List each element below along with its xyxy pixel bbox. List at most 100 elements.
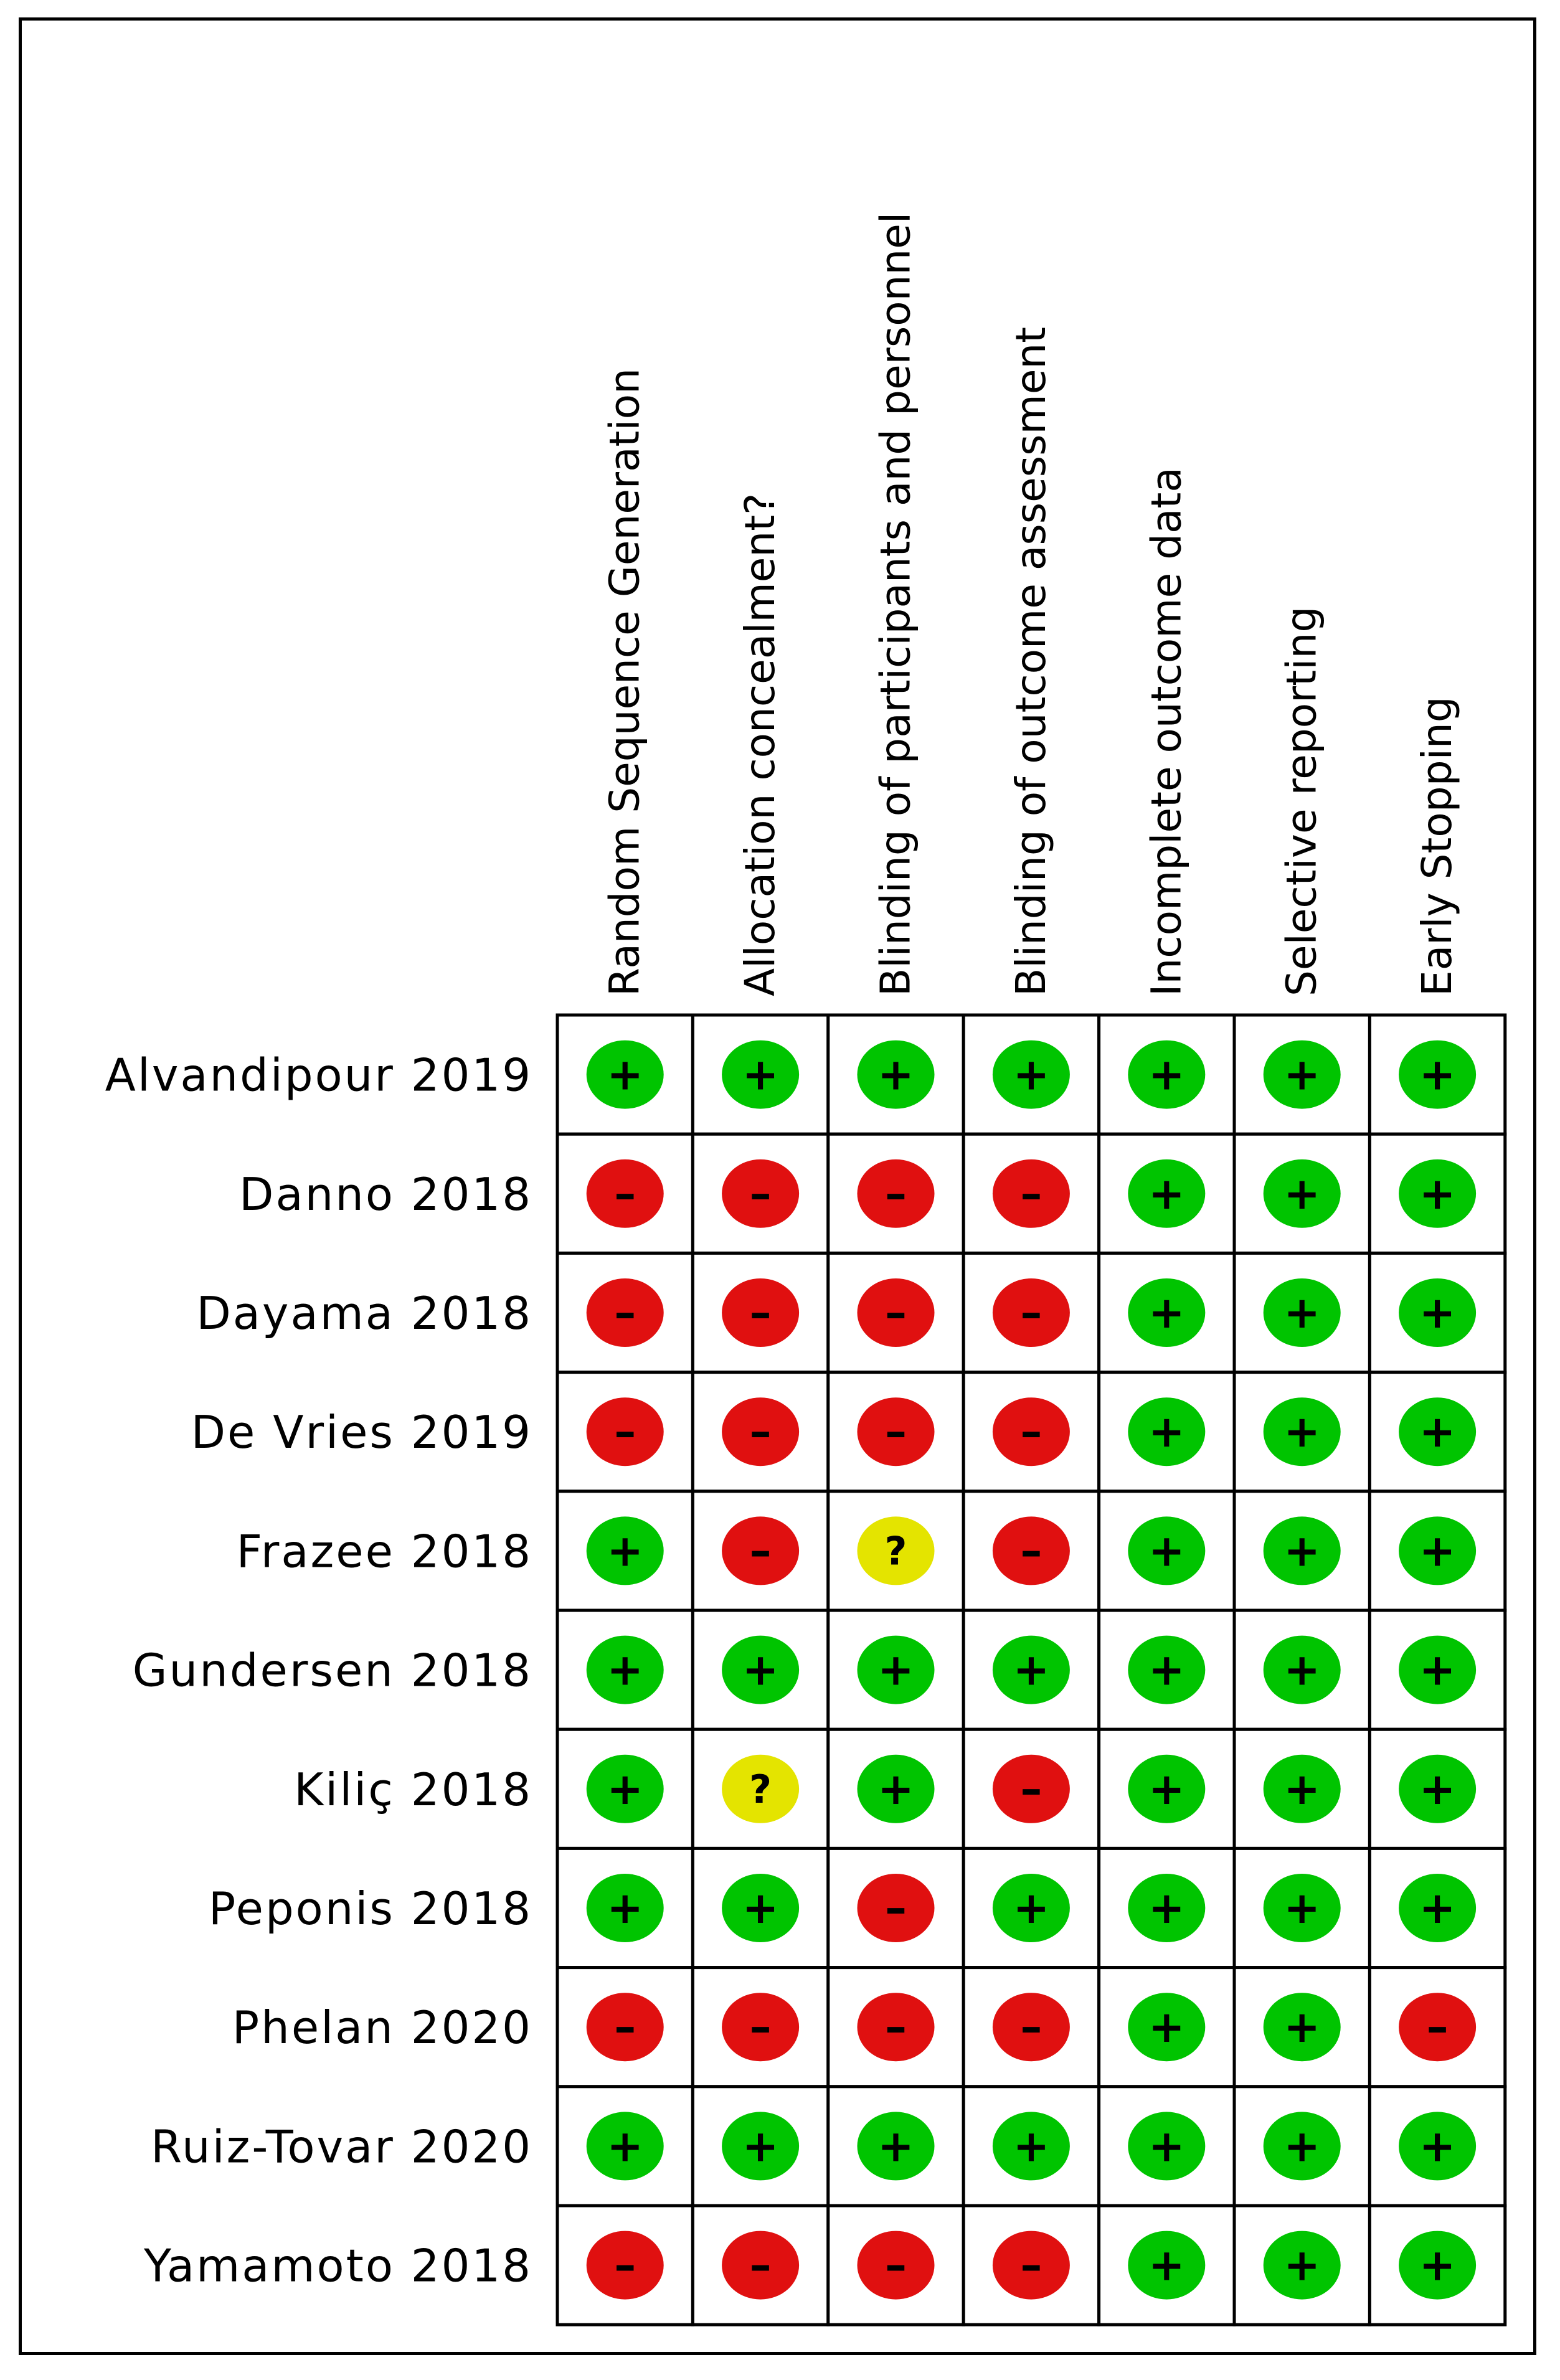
rating-low-icon xyxy=(992,2112,1070,2181)
rating-symbol: + xyxy=(1283,2001,1320,2052)
grid-cell xyxy=(1097,1490,1236,1612)
rating-low-icon xyxy=(857,2112,935,2181)
rating-symbol: + xyxy=(1148,1406,1185,1457)
rating-symbol: + xyxy=(1283,2120,1320,2171)
rating-symbol: + xyxy=(1419,1287,1456,1338)
rating-low-icon xyxy=(1263,2112,1341,2181)
study-label: Kiliç 2018 xyxy=(294,1764,532,1816)
rating-high-icon xyxy=(857,1993,935,2062)
rating-low-icon xyxy=(1128,1874,1206,1942)
rating-symbol: + xyxy=(1283,1525,1320,1576)
rating-symbol: – xyxy=(750,1525,772,1576)
study-label: De Vries 2019 xyxy=(191,1406,532,1458)
rating-symbol: – xyxy=(750,1287,772,1338)
rating-low-icon xyxy=(1399,1159,1477,1228)
rating-symbol: – xyxy=(750,1168,772,1219)
rating-low-icon xyxy=(1399,2231,1477,2300)
rating-low-icon xyxy=(1128,1516,1206,1585)
rating-symbol: + xyxy=(1148,1049,1185,1100)
rating-symbol: – xyxy=(614,2240,636,2291)
rating-low-icon xyxy=(586,1635,664,1704)
rating-high-icon xyxy=(857,1874,935,1942)
rating-symbol: + xyxy=(1148,1764,1185,1815)
rating-low-icon xyxy=(1263,1159,1341,1228)
rating-low-icon xyxy=(1263,2231,1341,2300)
rating-high-icon xyxy=(992,1159,1070,1228)
rating-low-icon xyxy=(1399,1754,1477,1823)
rating-symbol: + xyxy=(1283,1645,1320,1696)
rating-symbol: + xyxy=(742,1882,779,1934)
domain-header: Early Stopping xyxy=(1413,696,1461,996)
rating-symbol: + xyxy=(1148,2120,1185,2171)
rating-symbol: – xyxy=(614,1287,636,1338)
rating-symbol: + xyxy=(1013,1645,1050,1696)
rating-unclear-icon xyxy=(722,1754,800,1823)
rating-symbol: + xyxy=(742,2120,779,2171)
rating-high-icon xyxy=(992,1993,1070,2062)
rating-low-icon xyxy=(722,1635,800,1704)
rating-symbol: – xyxy=(1020,1287,1042,1338)
rating-symbol: – xyxy=(1020,1406,1042,1457)
rating-unclear-icon xyxy=(857,1516,935,1585)
rating-low-icon xyxy=(857,1754,935,1823)
rating-high-icon xyxy=(992,1278,1070,1347)
rating-symbol: + xyxy=(1419,1764,1456,1815)
rating-low-icon xyxy=(1263,1993,1341,2062)
rating-high-icon xyxy=(992,1516,1070,1585)
rating-symbol: – xyxy=(614,2001,636,2052)
rating-symbol: + xyxy=(607,1645,643,1696)
rating-low-icon xyxy=(1399,1635,1477,1704)
rating-low-icon xyxy=(1128,1635,1206,1704)
rating-symbol: – xyxy=(614,1168,636,1219)
rating-symbol: + xyxy=(1148,1645,1185,1696)
rating-symbol: + xyxy=(742,1049,779,1100)
rating-high-icon xyxy=(722,1159,800,1228)
rating-low-icon xyxy=(1128,2112,1206,2181)
rating-low-icon xyxy=(1263,1635,1341,1704)
grid-cell xyxy=(962,1132,1101,1255)
rating-symbol: ? xyxy=(749,1767,772,1812)
rating-high-icon xyxy=(992,2231,1070,2300)
domain-header: Selective reporting xyxy=(1278,607,1326,996)
rating-low-icon xyxy=(586,1754,664,1823)
rating-symbol: + xyxy=(877,1049,914,1100)
rating-symbol: + xyxy=(1148,2001,1185,2052)
grid-cell xyxy=(826,2204,965,2326)
rating-symbol: + xyxy=(1283,1049,1320,1100)
rating-symbol: + xyxy=(1013,1049,1050,1100)
rating-high-icon xyxy=(586,1278,664,1347)
rating-low-icon xyxy=(1263,1754,1341,1823)
rating-low-icon xyxy=(1263,1278,1341,1347)
rating-symbol: – xyxy=(885,2240,907,2291)
rating-symbol: – xyxy=(1427,2001,1449,2052)
study-label: Alvandipour 2019 xyxy=(105,1049,532,1102)
rating-low-icon xyxy=(1263,1397,1341,1466)
rating-symbol: + xyxy=(1148,1525,1185,1576)
rating-low-icon xyxy=(1128,2231,1206,2300)
rating-symbol: + xyxy=(1148,1168,1185,1219)
rating-symbol: – xyxy=(1020,1764,1042,1815)
rating-symbol: + xyxy=(1419,1406,1456,1457)
rating-low-icon xyxy=(992,1040,1070,1109)
rating-symbol: + xyxy=(607,1525,643,1576)
rating-symbol: + xyxy=(742,1645,779,1696)
study-label: Frazee 2018 xyxy=(237,1525,532,1577)
rating-symbol: + xyxy=(1013,2120,1050,2171)
rating-symbol: – xyxy=(1020,2240,1042,2291)
rating-symbol: – xyxy=(1020,1168,1042,1219)
domain-header: Allocation concealment? xyxy=(736,493,784,996)
rating-low-icon xyxy=(1399,1278,1477,1347)
rating-symbol: + xyxy=(1419,1525,1456,1576)
rating-high-icon xyxy=(992,1397,1070,1466)
rating-low-icon xyxy=(586,1874,664,1942)
rating-high-icon xyxy=(586,2231,664,2300)
rating-low-icon xyxy=(1263,1516,1341,1585)
rating-low-icon xyxy=(857,1040,935,1109)
rating-symbol: + xyxy=(607,1049,643,1100)
rating-high-icon xyxy=(722,2231,800,2300)
domain-header: Blinding of outcome assessment xyxy=(1007,327,1055,996)
rating-symbol: – xyxy=(1020,1525,1042,1576)
rating-symbol: – xyxy=(885,1406,907,1457)
domain-header: Random Sequence Generation xyxy=(601,368,649,996)
